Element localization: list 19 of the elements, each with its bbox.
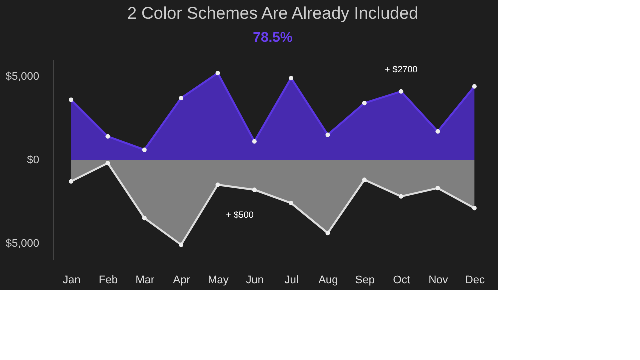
x-tick-label: Apr — [173, 274, 191, 286]
annotation: + $500 — [226, 210, 254, 220]
x-tick-label: Jun — [246, 274, 264, 286]
y-tick-label: $0 — [27, 154, 40, 166]
chart-title: 2 Color Schemes Are Already Included — [127, 4, 419, 23]
x-tick-label: Mar — [136, 274, 155, 286]
y-tick-label: $5,000 — [6, 71, 40, 84]
x-tick-label: Jan — [62, 274, 81, 286]
x-tick-label: Aug — [318, 274, 338, 286]
y-tick-label: $5,000 — [6, 238, 40, 250]
x-tick-label: Nov — [428, 274, 449, 286]
x-tick-label: May — [208, 274, 230, 286]
chart-subtitle: 78.5% — [253, 29, 294, 45]
x-tick-label: Dec — [465, 274, 486, 286]
x-tick-label: Jul — [284, 274, 299, 286]
x-tick-label: Oct — [393, 274, 410, 286]
annotation: + $2700 — [384, 64, 418, 75]
x-tick-label: Feb — [99, 274, 118, 286]
x-tick-label: Sep — [355, 274, 375, 286]
